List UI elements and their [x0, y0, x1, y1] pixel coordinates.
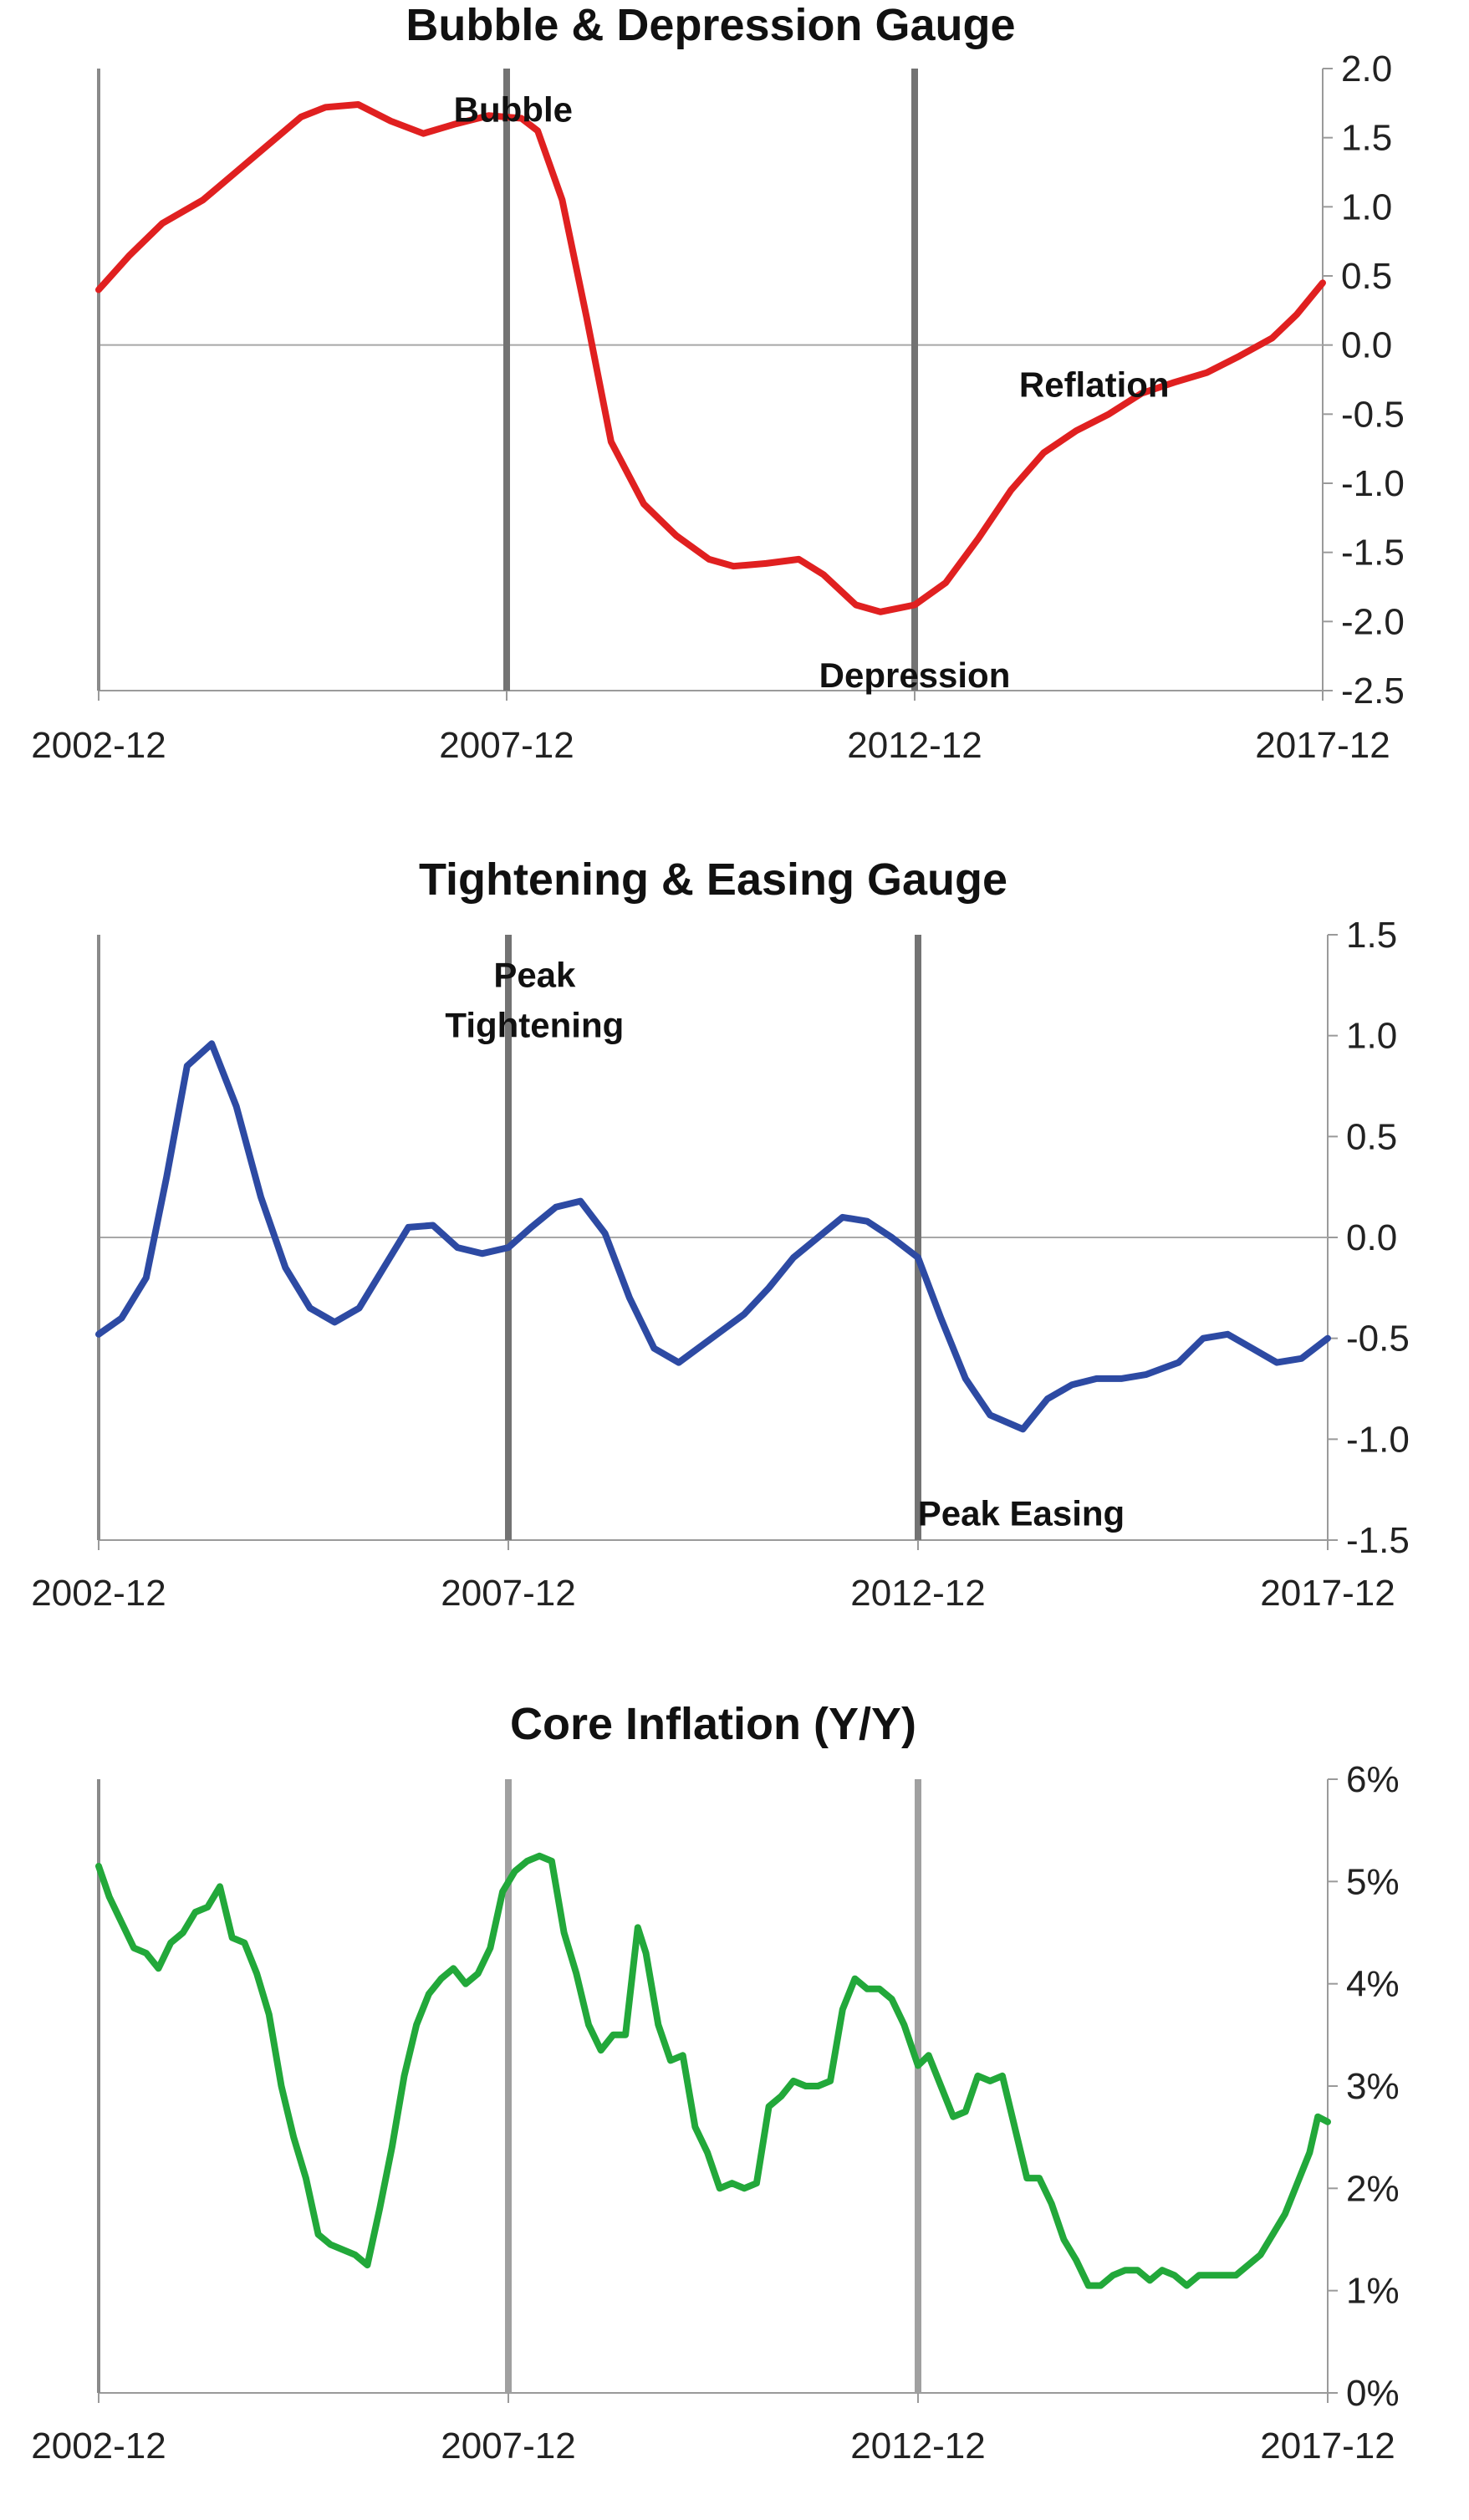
annotation-label: Peak	[493, 955, 576, 994]
annotation-label: Peak Easing	[918, 1494, 1125, 1533]
x-tick-label: 2012-12	[850, 1573, 985, 1614]
x-tick-label: 2017-12	[1260, 2426, 1395, 2466]
y-tick-label: -1.5	[1341, 533, 1405, 574]
x-tick-label: 2017-12	[1255, 725, 1390, 766]
y-tick-label: 0.5	[1346, 1116, 1397, 1157]
chart-title: Tightening & Easing Gauge	[419, 854, 1007, 905]
series-line	[95, 101, 1326, 615]
y-tick-label: 0.5	[1341, 256, 1392, 297]
x-tick-label: 2007-12	[441, 1573, 575, 1614]
chart-3: Core Inflation (Y/Y) 6% 5% 4% 3% 2% 1% 0% 2002-1…	[31, 1699, 1399, 2466]
y-tick-label: 0%	[1346, 2373, 1400, 2414]
y-tick-label: -2.0	[1341, 601, 1405, 642]
x-tick-label: 2002-12	[31, 2426, 166, 2466]
x-tick-label: 2017-12	[1260, 1573, 1395, 1614]
y-tick-label: 1.0	[1346, 1016, 1397, 1057]
y-tick-label: 1.0	[1341, 186, 1392, 227]
y-tick-label: -1.0	[1341, 463, 1405, 504]
y-tick-label: 0.0	[1346, 1217, 1397, 1258]
y-tick-label: 5%	[1346, 1861, 1400, 1902]
y-tick-label: 1.5	[1341, 118, 1392, 159]
annotation-label: Depression	[819, 656, 1011, 695]
chart-1: Bubble & Depression Gauge 2.0 1.5 1.0 0.5 0.0…	[31, 0, 1405, 766]
y-tick-label: 0.0	[1341, 325, 1392, 366]
x-tick-label: 2012-12	[850, 2426, 985, 2466]
x-tick-label: 2012-12	[847, 725, 982, 766]
x-tick-label: 2007-12	[439, 725, 574, 766]
y-tick-label: 2%	[1346, 2168, 1400, 2209]
y-tick-label: 1%	[1346, 2271, 1400, 2312]
y-tick-label: -2.5	[1341, 671, 1405, 712]
annotation-label: Bubble	[454, 90, 573, 130]
y-tick-label: 4%	[1346, 1964, 1400, 2005]
chart-title: Core Inflation (Y/Y)	[510, 1699, 916, 1749]
annotation-label: Reflation	[1019, 365, 1170, 405]
y-tick-label: 3%	[1346, 2066, 1400, 2107]
series-line	[95, 1852, 1331, 2289]
annotation-label: Tightening	[445, 1006, 624, 1045]
y-tick-label: -1.5	[1346, 1520, 1410, 1561]
x-tick-label: 2007-12	[441, 2426, 575, 2466]
y-tick-label: -0.5	[1346, 1319, 1410, 1359]
y-tick-label: -1.0	[1346, 1419, 1410, 1460]
y-tick-label: -0.5	[1341, 394, 1405, 435]
chart-title: Bubble & Depression Gauge	[406, 0, 1015, 50]
chart-2: Tightening & Easing Gauge 1.5 1.0 0.5 0.0 -0.…	[31, 854, 1410, 1614]
x-tick-label: 2002-12	[31, 725, 166, 766]
y-tick-label: 6%	[1346, 1759, 1400, 1800]
y-tick-label: 1.5	[1346, 915, 1397, 956]
series-line	[95, 1040, 1331, 1433]
x-tick-label: 2002-12	[31, 1573, 166, 1614]
y-tick-label: 2.0	[1341, 48, 1392, 89]
